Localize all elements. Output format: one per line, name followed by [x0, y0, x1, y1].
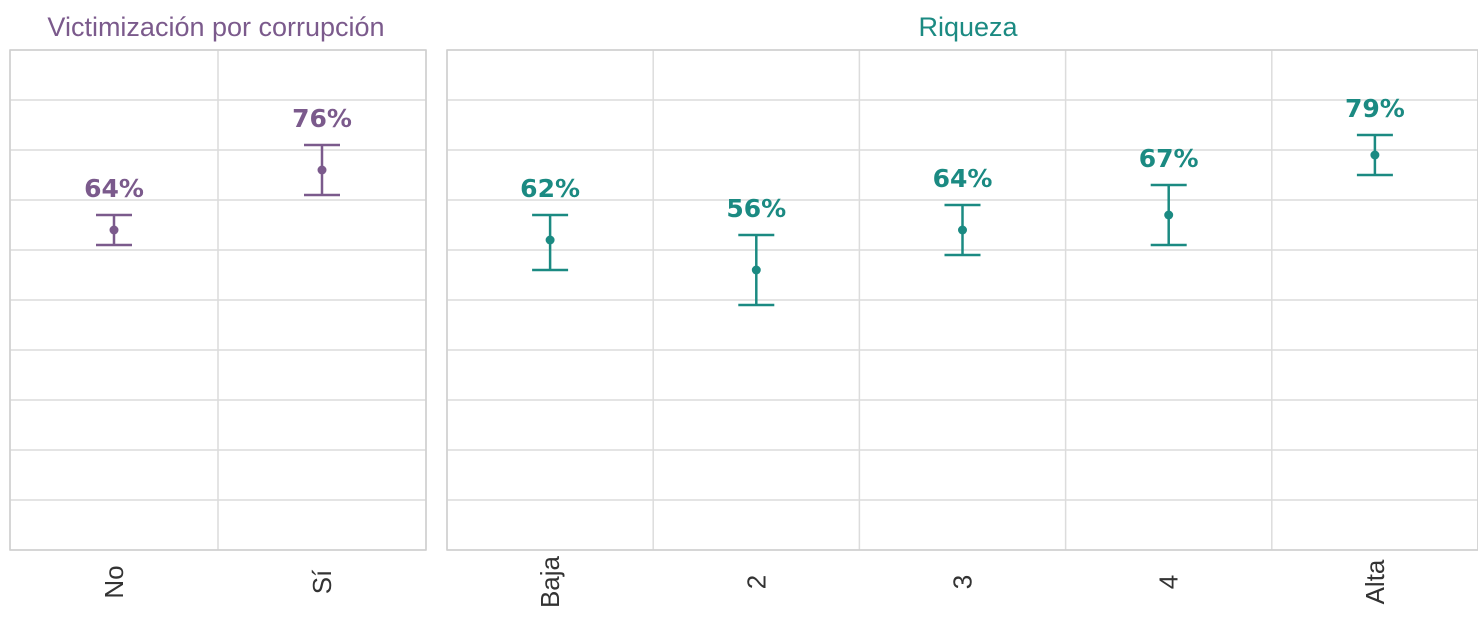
- x-tick-label: 2: [741, 575, 771, 589]
- data-point: [1370, 150, 1380, 160]
- data-point: [545, 235, 555, 245]
- panel-title-riqueza: Riqueza: [918, 12, 1018, 42]
- panel-border: [9, 49, 427, 551]
- data-label: 76%: [292, 104, 352, 133]
- data-label: 64%: [84, 174, 144, 203]
- data-label: 64%: [933, 164, 993, 193]
- data-point: [958, 225, 967, 235]
- panel-title-victimizacion: Victimización por corrupción: [47, 12, 384, 42]
- data-point: [751, 265, 761, 275]
- panel-victimizacion: Victimización por corrupción 64% No 76% Sí: [9, 12, 427, 599]
- data-point: [1164, 210, 1174, 220]
- data-label: 56%: [726, 194, 786, 223]
- data-label: 67%: [1139, 144, 1199, 173]
- data-point: [109, 225, 119, 235]
- data-label: 79%: [1345, 94, 1405, 123]
- data-label: 62%: [520, 174, 580, 203]
- panel-riqueza: Riqueza 62% Baja 56% 2 64% 3 67% 4 79% Alta: [446, 12, 1478, 608]
- panel-border: [446, 49, 1478, 551]
- x-tick-label: 4: [1154, 575, 1184, 589]
- x-tick-label: 3: [948, 575, 978, 589]
- x-tick-label: Baja: [535, 555, 565, 608]
- data-point: [317, 165, 327, 175]
- x-tick-label: No: [99, 565, 129, 598]
- x-tick-label: Alta: [1360, 559, 1390, 604]
- x-tick-label: Sí: [307, 569, 337, 594]
